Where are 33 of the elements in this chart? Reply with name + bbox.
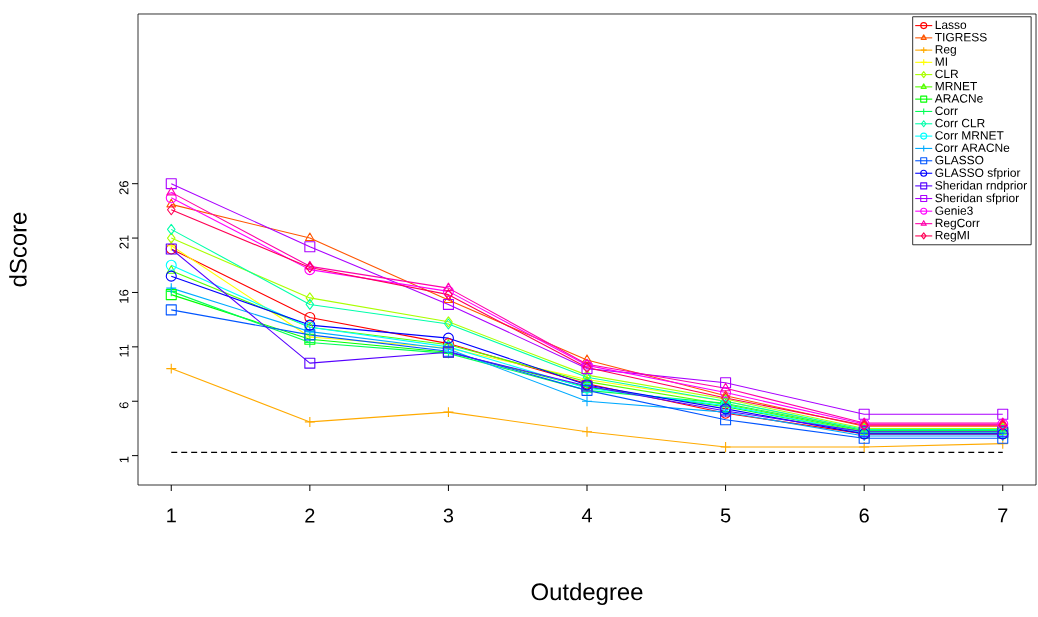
x-tick-label: 4	[581, 508, 592, 523]
legend-label: RegMI	[935, 231, 969, 242]
y-tick-label: 1	[119, 456, 129, 463]
x-tick-label: 2	[305, 508, 315, 523]
legend-label: Corr	[935, 106, 958, 115]
legend-label: TIGRESS	[935, 32, 987, 42]
x-tick-label: 6	[859, 508, 869, 523]
y-tick-label: 11	[119, 344, 129, 357]
legend-label: Sheridan rndprior	[935, 180, 1027, 192]
y-tick-label: 21	[119, 235, 129, 249]
x-tick-label: 7	[998, 508, 1008, 523]
y-axis-title: dScore	[9, 212, 27, 287]
legend-label: MI	[935, 57, 947, 66]
legend-label: ARACNe	[934, 94, 983, 103]
legend-label: MRNET	[935, 82, 977, 91]
legend-label: CLR	[935, 69, 959, 79]
y-tick-label: 16	[119, 289, 129, 303]
y-tick-label: 26	[119, 181, 129, 195]
legend-label: Reg	[935, 45, 956, 56]
legend-label: Lasso	[935, 20, 967, 30]
legend-label: GLASSO sfprior	[935, 168, 1021, 180]
x-axis-title: Outdegree	[531, 582, 643, 606]
legend-label: RegCorr	[935, 218, 980, 230]
legend-label: GLASSO	[935, 155, 984, 165]
y-tick-label: 6	[119, 402, 129, 409]
legend-label: Corr CLR	[935, 118, 985, 128]
legend-label: Corr MRNET	[935, 131, 1004, 140]
legend-label: Genie3	[935, 206, 973, 215]
x-tick-label: 1	[167, 508, 176, 523]
legend-label: Sheridan sfprior	[935, 193, 1019, 205]
x-tick-label: 5	[720, 508, 731, 523]
legend-label: Corr ARACNe	[935, 143, 1010, 152]
x-tick-label: 3	[443, 508, 454, 523]
